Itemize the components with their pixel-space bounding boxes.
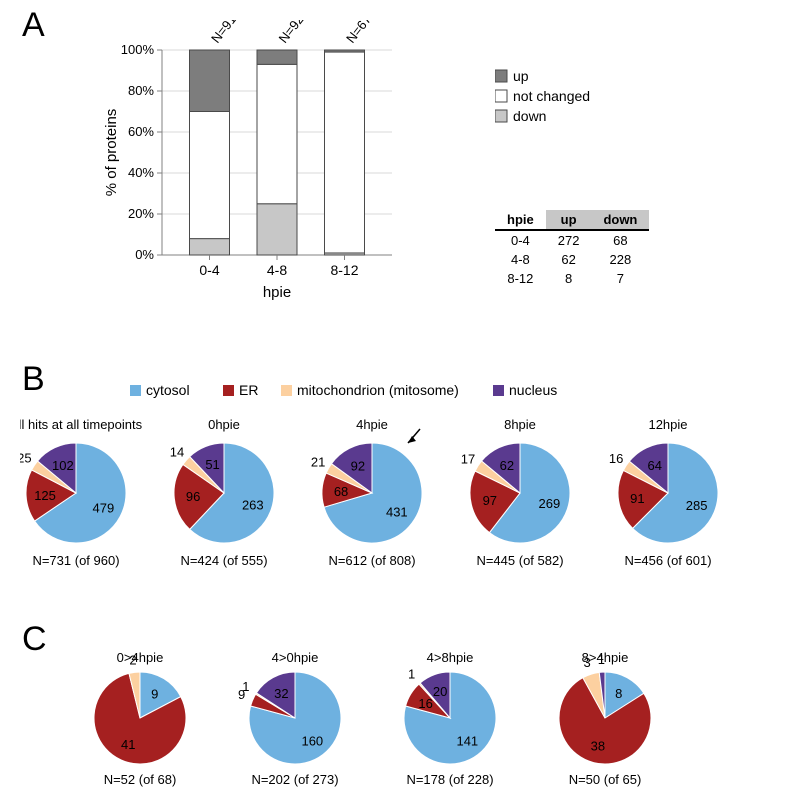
svg-text:4>8hpie: 4>8hpie	[427, 650, 474, 665]
svg-text:21: 21	[311, 454, 325, 469]
svg-text:16: 16	[418, 696, 432, 711]
svg-text:0>4hpie: 0>4hpie	[117, 650, 164, 665]
svg-text:68: 68	[334, 484, 348, 499]
svg-text:mitochondrion (mitosome): mitochondrion (mitosome)	[297, 382, 459, 398]
svg-text:60%: 60%	[128, 124, 154, 139]
svg-text:160: 160	[301, 734, 323, 749]
svg-text:64: 64	[648, 458, 662, 473]
svg-text:8>4hpie: 8>4hpie	[582, 650, 629, 665]
legend-a: up not changed down	[495, 62, 695, 142]
svg-text:4-8: 4-8	[267, 262, 287, 278]
svg-text:N=445 (of 582): N=445 (of 582)	[476, 553, 563, 568]
svg-text:100%: 100%	[121, 42, 155, 57]
svg-text:N=456 (of 601): N=456 (of 601)	[624, 553, 711, 568]
svg-text:20: 20	[433, 684, 447, 699]
svg-text:All hits at all timepoints: All hits at all timepoints	[20, 417, 143, 432]
svg-text:269: 269	[538, 496, 560, 511]
svg-text:0-4: 0-4	[199, 262, 219, 278]
svg-text:12hpie: 12hpie	[648, 417, 687, 432]
svg-text:N=52 (of 68): N=52 (of 68)	[104, 772, 177, 787]
svg-text:N=910: N=910	[208, 20, 244, 46]
table-a: hpieupdown0-4272684-8622288-1287	[495, 210, 649, 288]
svg-text:N=921: N=921	[276, 20, 312, 46]
svg-text:8hpie: 8hpie	[504, 417, 536, 432]
svg-text:1: 1	[242, 679, 249, 694]
svg-text:92: 92	[351, 458, 365, 473]
panel-label-a: A	[22, 6, 45, 45]
svg-text:38: 38	[591, 739, 605, 754]
svg-text:41: 41	[121, 737, 135, 752]
svg-text:8: 8	[615, 686, 622, 701]
svg-text:141: 141	[456, 734, 478, 749]
svg-text:285: 285	[686, 498, 708, 513]
pies-c: 94120>4hpieN=52 (of 68)16091324>0hpieN=2…	[70, 638, 787, 808]
pies-b: 479 125 25 102 All hits at all timepoints N=7…	[20, 398, 780, 598]
svg-text:102: 102	[52, 458, 74, 473]
svg-text:9: 9	[151, 687, 158, 702]
svg-text:ER: ER	[239, 382, 258, 398]
svg-text:0%: 0%	[135, 247, 154, 262]
svg-text:80%: 80%	[128, 83, 154, 98]
svg-text:N=424 (of 555): N=424 (of 555)	[180, 553, 267, 568]
svg-text:62: 62	[500, 458, 514, 473]
svg-text:91: 91	[630, 491, 644, 506]
svg-text:16: 16	[609, 451, 623, 466]
svg-text:down: down	[513, 108, 546, 124]
svg-text:125: 125	[34, 488, 56, 503]
panel-label-c: C	[22, 620, 47, 659]
svg-text:40%: 40%	[128, 165, 154, 180]
svg-text:431: 431	[386, 505, 408, 520]
svg-text:hpie: hpie	[263, 284, 291, 301]
svg-text:N=612 (of 808): N=612 (of 808)	[328, 553, 415, 568]
svg-text:cytosol: cytosol	[146, 382, 190, 398]
svg-text:51: 51	[205, 457, 219, 472]
svg-text:8-12: 8-12	[330, 262, 358, 278]
svg-text:nucleus: nucleus	[509, 382, 557, 398]
svg-text:not changed: not changed	[513, 88, 590, 104]
svg-text:N=178 (of 228): N=178 (of 228)	[406, 772, 493, 787]
panel-label-b: B	[22, 360, 45, 399]
svg-text:N=731 (of 960): N=731 (of 960)	[32, 553, 119, 568]
svg-text:14: 14	[170, 445, 184, 460]
svg-text:N=202 (of 273): N=202 (of 273)	[251, 772, 338, 787]
svg-text:17: 17	[461, 451, 475, 466]
svg-text:263: 263	[242, 497, 264, 512]
svg-text:32: 32	[274, 686, 288, 701]
svg-text:479: 479	[93, 501, 115, 516]
svg-text:up: up	[513, 68, 529, 84]
barchart: 0% 20% 40% 60% 80% 100% 0-4 N=910 4-8 N=921 8-12 N=…	[100, 20, 430, 310]
svg-text:25: 25	[20, 451, 32, 466]
svg-text:1: 1	[408, 667, 415, 682]
svg-text:96: 96	[186, 489, 200, 504]
svg-text:4>0hpie: 4>0hpie	[272, 650, 319, 665]
svg-text:N=50 (of 65): N=50 (of 65)	[569, 772, 642, 787]
svg-text:20%: 20%	[128, 206, 154, 221]
svg-text:N=670: N=670	[343, 20, 379, 46]
svg-text:0hpie: 0hpie	[208, 417, 240, 432]
svg-text:4hpie: 4hpie	[356, 417, 388, 432]
svg-text:97: 97	[483, 493, 497, 508]
svg-text:% of proteins: % of proteins	[103, 109, 120, 197]
